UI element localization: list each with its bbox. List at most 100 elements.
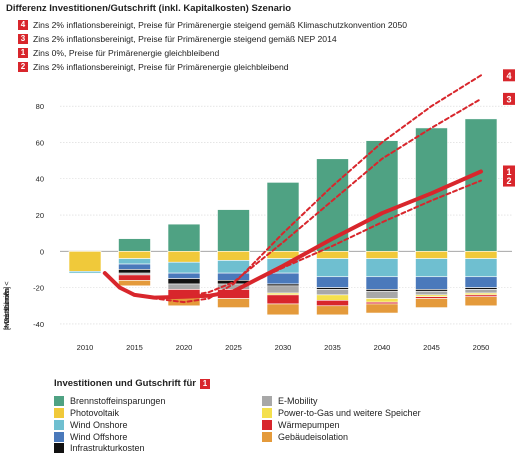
legend-swatch [262,420,272,430]
bar-segment [365,258,399,278]
bar-segment [217,298,250,308]
bar-segment [266,272,300,285]
bar-segment [365,303,399,314]
legend-item-photovoltaik: Photovoltaik [54,408,119,418]
legend-swatch [54,396,64,406]
bar-segment [316,258,349,278]
bar-segment [316,294,349,301]
legend-swatch [54,432,64,442]
scenario-item-4: 4 Zins 2% inflationsbereinigt, Preise fü… [18,20,407,30]
x-tick-label: 2040 [374,343,391,352]
legend-label: Wind Offshore [70,432,128,442]
scenario-badge: 3 [18,34,28,44]
bar-segment [118,274,151,281]
legend-swatch [262,408,272,418]
bar-segment [167,278,201,285]
bar-segment [316,300,349,307]
bar-segment [316,305,349,316]
legend-swatch [262,432,272,442]
bar-segment [316,251,349,259]
scenario-badge: 2 [18,62,28,72]
x-tick-label: 2025 [225,343,242,352]
bar-segment [118,251,151,259]
line-badge-2: 2 [503,174,515,187]
x-tick-label: 2015 [126,343,143,352]
bar-segment [68,270,102,274]
legend-swatch [54,443,64,453]
x-tick-label: 2050 [473,343,490,352]
y-tick-label: 60 [36,138,44,147]
line-badge-1: 1 [503,165,515,178]
legend-label: E-Mobility [278,396,318,406]
bar-segment [118,258,151,265]
bar-segment [415,276,448,290]
legend-item-gebaeudeisolation: Gebäudeisolation [262,432,348,442]
scenario-text: Zins 2% inflationsbereinigt, Preise für … [33,20,408,30]
line-badge-box [503,165,515,178]
bar-segment [167,272,201,279]
bar-segment [266,182,300,252]
line-badge-box [503,69,515,82]
scenario-item-3: 3 Zins 2% inflationsbereinigt, Preise fü… [18,34,337,44]
line-badge-3: 3 [503,92,515,105]
bar-segment [464,258,498,278]
y-tick-label: 40 [36,175,44,184]
y-tick-label: 20 [36,211,44,220]
legend-item-wind-onshore: Wind Onshore [54,420,128,430]
bar-segment [464,289,498,294]
bar-segment [415,251,448,259]
x-tick-label: 2030 [275,343,292,352]
bar-segment [266,285,300,294]
x-tick-label: 2035 [324,343,341,352]
legend-swatch [54,420,64,430]
scenario-item-1: 1 Zins 0%, Preise für Primärenergie glei… [18,48,219,58]
bar-segment [365,251,399,259]
x-tick-label: 2020 [176,343,193,352]
bar-segment [415,298,448,308]
legend-item-infrastrukturkosten: Infrastrukturkosten [54,443,145,453]
scenario-item-2: 2 Zins 2% inflationsbereinigt, Preise fü… [18,62,289,72]
bar-segment [464,296,498,307]
line-badge-text: 4 [506,71,511,81]
bar-segment [266,303,300,316]
bar-segment [266,294,300,305]
bar-segment [118,263,151,270]
legend-item-wind-offshore: Wind Offshore [54,432,127,442]
line-badge-4: 4 [503,69,515,82]
bar-segment [167,261,201,274]
legend-item-brennstoffeinsparungen: Brennstoffeinsparungen [54,396,165,406]
legend-label: Wind Onshore [70,420,128,430]
line-badge-text: 1 [506,167,511,177]
bar-segment [316,289,349,296]
bar-segment [118,269,151,274]
bar-segment [415,290,448,296]
bar-segment [68,251,102,272]
bar-segment [167,223,201,252]
legend-swatch [54,408,64,418]
bar-segment [464,251,498,259]
y-tick-label: 80 [36,102,44,111]
bar-segment [217,209,250,252]
legend-label: Infrastrukturkosten [70,443,145,453]
legend-label: Wärmepumpen [278,420,340,430]
scenario-badge: 1 [18,48,28,58]
bar-segment [316,276,349,288]
legend-label: Photovoltaik [70,408,120,418]
legend-item-waermepumpen: Wärmepumpen [262,420,340,430]
bar-segment [167,251,201,263]
legend-swatch [262,396,272,406]
bar-segment [118,280,151,287]
bar-segment [365,298,399,303]
line-badge-text: 3 [506,94,511,104]
legend-title-text: Investitionen und Gutschrift für [54,378,196,389]
chart-title: Differenz Investitionen/Gutschrift (inkl… [6,3,292,14]
bar-segment [415,258,448,278]
bar-segment [316,158,349,252]
y-tick-label: 0 [40,247,44,256]
x-tick-label: 2010 [77,343,94,352]
legend-label: Gebäudeisolation [278,432,349,442]
legend-title-badge: 1 [199,378,210,389]
legend-label: Power-to-Gas und weitere Speicher [278,408,421,418]
bar-segment [217,272,250,281]
scenario-line-1 [102,169,483,300]
